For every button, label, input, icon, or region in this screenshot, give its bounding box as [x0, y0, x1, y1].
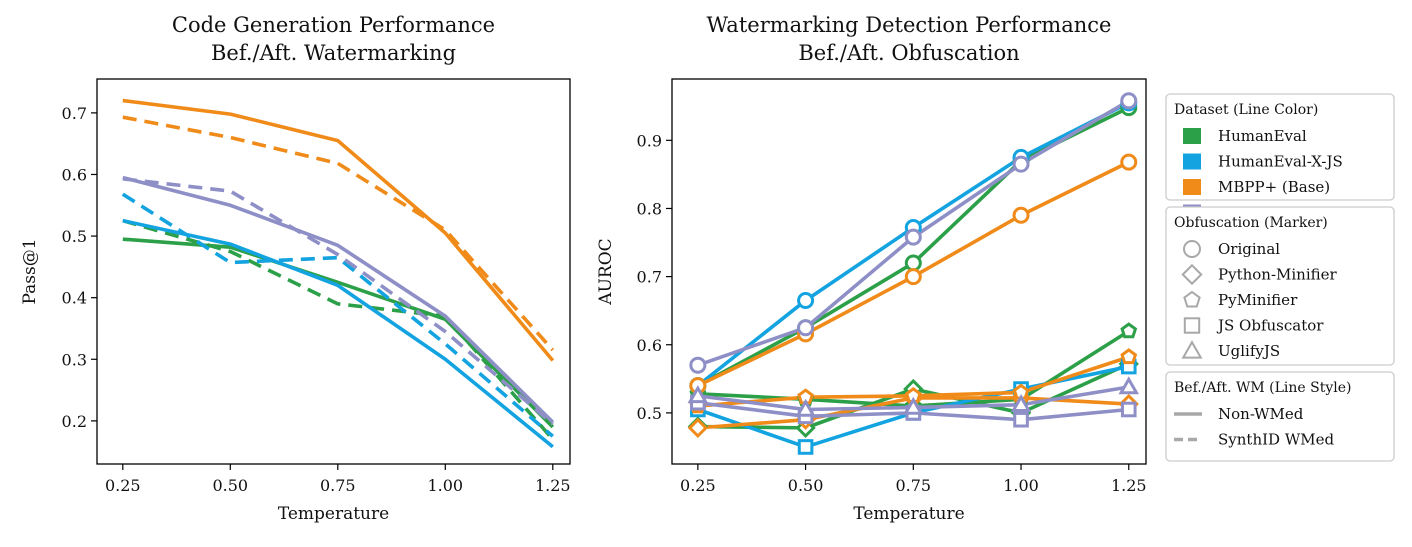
x-axis-label: Temperature: [853, 504, 964, 524]
data-point-mbpp-base-pyminifier: [1120, 348, 1138, 365]
legend-label: UglifyJS: [1218, 342, 1280, 360]
chart-title-line: Bef./Aft. Watermarking: [211, 41, 456, 65]
x-axis-label: Temperature: [278, 504, 389, 524]
legend-frame: [1165, 206, 1395, 366]
series-line-humaneval-x-js-non-wmed: [122, 218, 554, 449]
data-point-humaneval-original: [904, 254, 922, 272]
series-line-mbpp-js-synthid-wmed: [122, 177, 554, 426]
data-point-humaneval-x-js-js-obfuscator: [797, 439, 814, 455]
series-group: [121, 98, 555, 449]
axes-frame: [96, 78, 571, 465]
data-point-mbpp-js-original: [1012, 155, 1030, 173]
data-point-mbpp-js-uglifyjs: [687, 385, 709, 404]
data-point-mbpp-js-original: [797, 319, 815, 337]
legend-frame: [1165, 93, 1395, 201]
x-tick-label: 0.75: [895, 476, 931, 495]
legend-label: Original: [1218, 240, 1280, 258]
legend-circle-icon: [1183, 240, 1201, 258]
legend-obfuscation-marker: Obfuscation (Marker) Original Python-Minif…: [1165, 206, 1395, 366]
x-tick-label: 1.00: [427, 476, 463, 495]
legend-label: MBPP+ (Base): [1218, 178, 1330, 196]
legend-dataset-line-color: Dataset (Line Color) HumanEval HumanEval-X…: [1165, 93, 1395, 222]
series-line-mbpp-js-non-wmed: [122, 175, 555, 424]
legend-label: Python-Minifier: [1218, 266, 1338, 284]
legend-swatch-mbpp-base: [1183, 179, 1201, 195]
data-point-mbpp-js-uglifyjs: [1118, 376, 1140, 395]
x-tick-label: 0.25: [680, 476, 716, 495]
y-tick-label: 0.6: [637, 336, 662, 355]
data-point-mbpp-base-original: [1120, 153, 1138, 171]
legend-label: Non-WMed: [1218, 405, 1304, 423]
legend-title: Obfuscation (Marker): [1174, 215, 1328, 231]
series-line-mbpp-base-non-wmed: [122, 98, 555, 362]
data-point-mbpp-js-uglifyjs: [903, 396, 924, 415]
legend-pentagon-icon: [1183, 290, 1201, 308]
legend-square-icon: [1183, 317, 1201, 334]
data-point-mbpp-js-original: [904, 228, 922, 246]
y-tick-label: 0.2: [62, 412, 87, 431]
series-group: [687, 92, 1140, 455]
legend-bef-aft-wm-line-style: Bef./Aft. WM (Line Style) Non-WMed SynthID…: [1165, 371, 1395, 462]
data-point-mbpp-js-js-obfuscator: [1013, 411, 1029, 428]
y-tick-label: 0.3: [62, 350, 87, 369]
y-axis-label: Pass@1: [20, 238, 40, 304]
y-tick-label: 0.4: [62, 289, 87, 308]
y-tick-label: 0.5: [637, 404, 662, 423]
data-point-mbpp-base-python-minifier: [687, 417, 709, 439]
data-point-humaneval-pyminifier: [1120, 322, 1138, 339]
data-point-mbpp-base-original: [1012, 206, 1030, 224]
x-tick-label: 1.25: [1111, 476, 1147, 495]
axes-frame: [671, 78, 1147, 465]
legend-label: HumanEval: [1218, 127, 1307, 145]
legend-label: HumanEval-X-JS: [1218, 153, 1343, 171]
x-tick-label: 0.25: [105, 476, 141, 495]
y-tick-label: 0.7: [62, 104, 87, 123]
chart-title-line: Code Generation Performance: [172, 13, 495, 37]
x-tick-label: 1.25: [535, 476, 571, 495]
chart-title-line: Watermarking Detection Performance: [707, 13, 1112, 37]
data-point-mbpp-js-original: [1120, 92, 1138, 110]
y-tick-label: 0.6: [62, 165, 87, 184]
y-axis-label: AUROC: [596, 238, 616, 305]
data-point-mbpp-js-uglifyjs: [795, 398, 816, 417]
x-tick-label: 0.50: [212, 476, 248, 495]
legend-label: SynthID WMed: [1218, 431, 1334, 449]
legend-triangle-icon: [1181, 340, 1203, 359]
legend-title: Dataset (Line Color): [1174, 102, 1318, 118]
data-point-humaneval-x-js-original: [797, 291, 815, 309]
chart-1: Code Generation Performance Bef./Aft. Wat…: [20, 13, 571, 524]
chart-title-line: Bef./Aft. Obfuscation: [798, 41, 1019, 65]
x-tick-label: 1.00: [1003, 476, 1039, 495]
legend-label: PyMinifier: [1218, 291, 1298, 309]
y-tick-label: 0.9: [637, 131, 662, 150]
legend-title: Bef./Aft. WM (Line Style): [1174, 380, 1352, 396]
x-tick-label: 0.75: [320, 476, 356, 495]
y-tick-label: 0.5: [62, 227, 87, 246]
data-point-mbpp-base-original: [904, 268, 922, 286]
series-line-mbpp-base-synthid-wmed: [122, 115, 555, 352]
legend-swatch-humaneval-x-js: [1183, 153, 1201, 170]
data-point-mbpp-js-js-obfuscator: [1120, 401, 1137, 418]
data-point-mbpp-js-uglifyjs: [1010, 393, 1032, 412]
series-line-humaneval-x-js-synthid-wmed: [121, 192, 554, 438]
data-point-mbpp-js-original: [689, 356, 707, 374]
legend-swatch-humaneval: [1183, 128, 1201, 144]
legend-frame: [1165, 371, 1395, 462]
series-line-humaneval-synthid-wmed: [122, 218, 555, 441]
y-tick-label: 0.7: [637, 268, 662, 287]
legend-label: JS Obfuscator: [1216, 317, 1324, 335]
y-tick-label: 0.8: [637, 199, 662, 218]
chart-2: Watermarking Detection Performance Bef./A…: [596, 13, 1147, 524]
x-tick-label: 0.50: [788, 476, 824, 495]
legend-diamond-icon: [1181, 263, 1203, 286]
series-line-humaneval-non-wmed: [122, 237, 555, 429]
